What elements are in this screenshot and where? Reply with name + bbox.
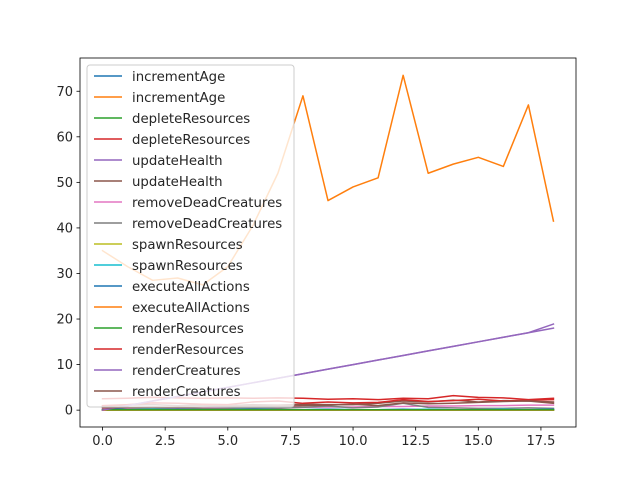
legend-label-2: depleteResources bbox=[132, 112, 250, 127]
x-tick-label: 17.5 bbox=[526, 434, 555, 449]
y-tick-label: 70 bbox=[56, 85, 73, 100]
series-line-6-removeDeadCreatures bbox=[101, 404, 555, 410]
y-tick-label: 0 bbox=[65, 404, 73, 419]
legend-label-14: renderCreatures bbox=[132, 364, 241, 379]
axes-layer: 0.0 2.5 5.0 7.5 10.0 12.5 15.0 17.5 0 10 20 30 40 50 6… bbox=[56, 57, 577, 449]
y-tick-label: 40 bbox=[56, 221, 73, 236]
legend-label-0: incrementAge bbox=[132, 70, 225, 85]
legend-label-13: renderResources bbox=[132, 343, 244, 358]
x-tick-label: 0.0 bbox=[92, 434, 113, 449]
legend-label-5: updateHealth bbox=[132, 175, 223, 190]
x-tick-label: 7.5 bbox=[280, 434, 301, 449]
legend-label-4: updateHealth bbox=[132, 154, 223, 169]
x-tick-label: 10.0 bbox=[339, 434, 368, 449]
legend-label-3: depleteResources bbox=[132, 133, 250, 148]
legend-label-10: executeAllActions bbox=[132, 280, 250, 295]
x-tick-label: 5.0 bbox=[217, 434, 238, 449]
y-tick-label: 20 bbox=[56, 313, 73, 328]
legend-label-8: spawnResources bbox=[132, 238, 243, 253]
y-tick-label: 50 bbox=[56, 176, 73, 191]
legend-label-7: removeDeadCreatures bbox=[132, 217, 282, 232]
legend-label-9: spawnResources bbox=[132, 259, 243, 274]
y-tick-label: 30 bbox=[56, 267, 73, 282]
legend-box bbox=[86, 64, 295, 408]
x-tick-label: 2.5 bbox=[155, 434, 176, 449]
plot-frame bbox=[79, 57, 577, 428]
legend-label-12: renderResources bbox=[132, 322, 244, 337]
legend-label-15: renderCreatures bbox=[132, 385, 241, 400]
y-tick-label: 10 bbox=[56, 358, 73, 373]
x-tick-label: 15.0 bbox=[464, 434, 493, 449]
legend-label-11: executeAllActions bbox=[132, 301, 250, 316]
y-tick-label: 60 bbox=[56, 130, 73, 145]
legend-label-6: removeDeadCreatures bbox=[132, 196, 282, 211]
legend: incrementAge incrementAge depleteResources… bbox=[86, 64, 295, 408]
x-tick-label: 12.5 bbox=[401, 434, 430, 449]
legend-label-1: incrementAge bbox=[132, 91, 225, 106]
